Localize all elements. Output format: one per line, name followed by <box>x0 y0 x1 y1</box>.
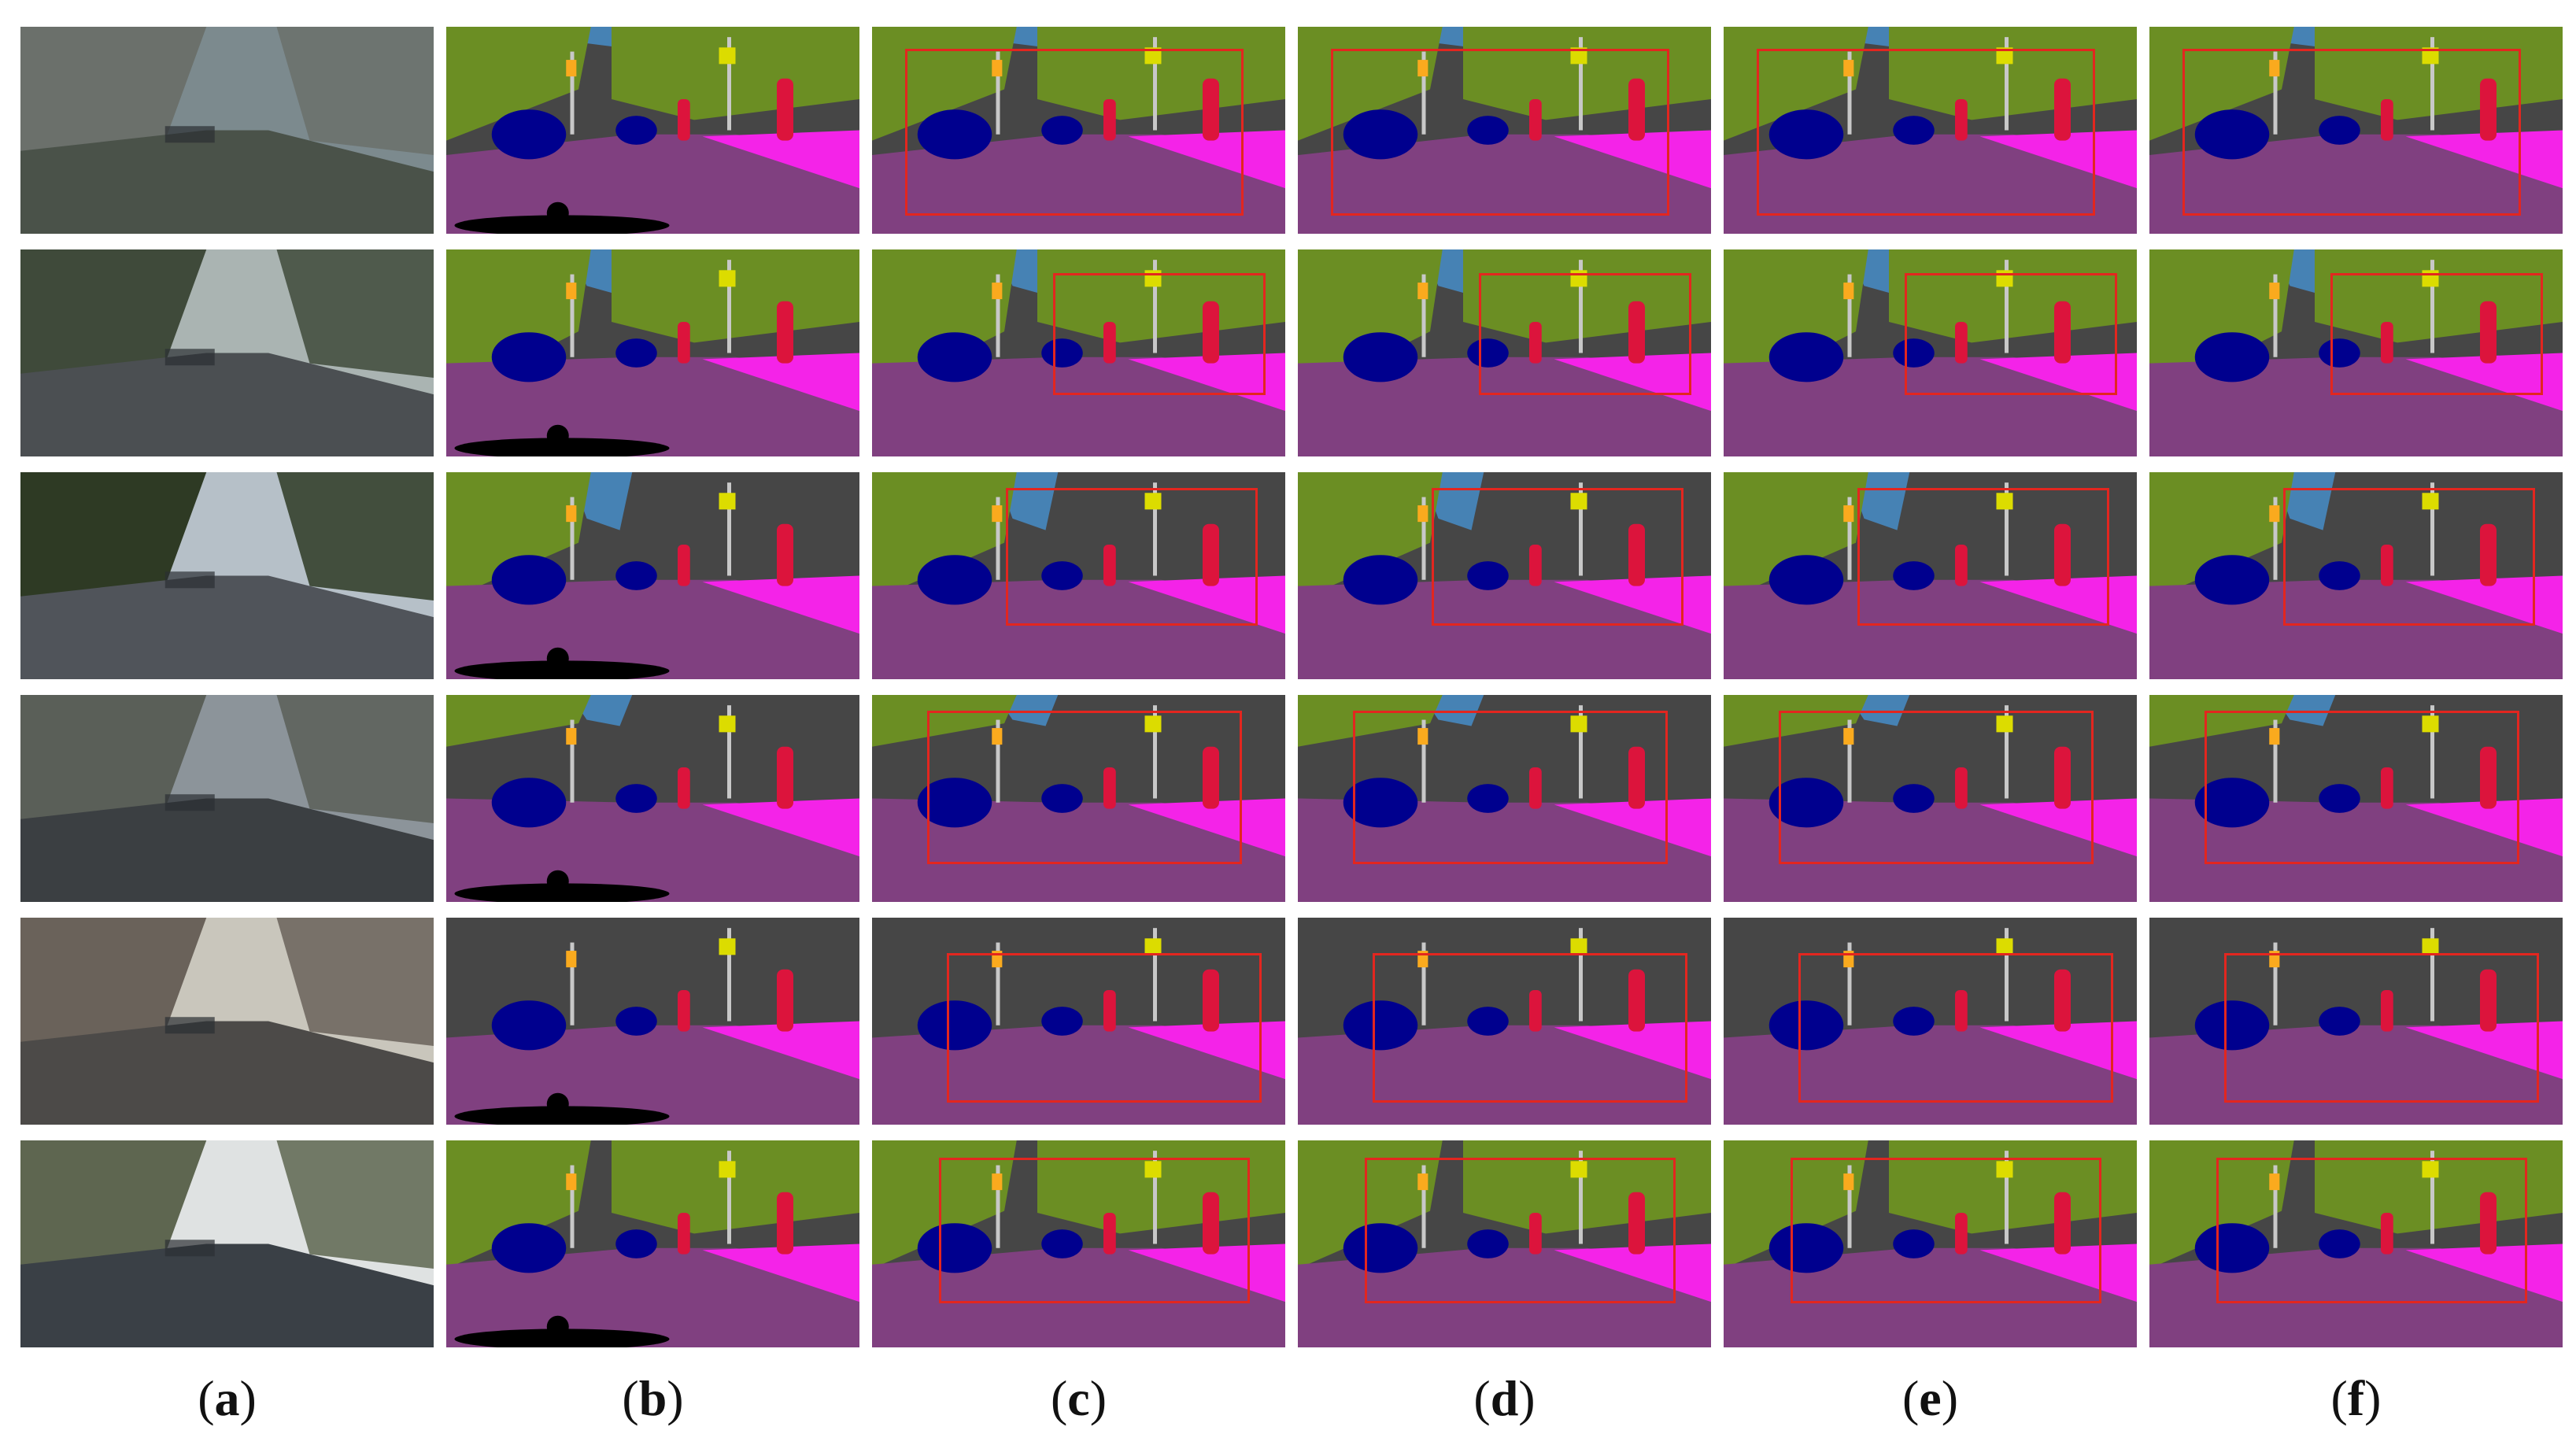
input-image-r3-a <box>20 472 434 679</box>
ground-truth-r3-b <box>446 472 859 679</box>
highlight-box <box>1373 953 1687 1103</box>
prediction-r1-f <box>2149 27 2563 234</box>
highlight-box <box>1757 49 2095 216</box>
highlight-box <box>1791 1158 2101 1303</box>
ground-truth-r4-b <box>446 695 859 902</box>
highlight-box <box>1365 1158 1676 1303</box>
prediction-r6-c <box>872 1140 1285 1347</box>
ground-truth-r6-b <box>446 1140 859 1347</box>
label-e: (e) <box>1902 1370 1959 1426</box>
highlight-box <box>2330 273 2543 395</box>
prediction-r6-d <box>1298 1140 1711 1347</box>
prediction-r2-c <box>872 249 1285 456</box>
prediction-r4-c <box>872 695 1285 902</box>
highlight-box <box>1432 488 1683 626</box>
prediction-r3-d <box>1298 472 1711 679</box>
prediction-r6-e <box>1724 1140 2137 1347</box>
prediction-r1-e <box>1724 27 2137 234</box>
ground-truth-r1-b <box>446 27 859 234</box>
label-b: (b) <box>622 1370 684 1426</box>
highlight-box <box>2283 488 2535 626</box>
prediction-r3-e <box>1724 472 2137 679</box>
column-labels: (a) (b) (c) (d) (e) (f) <box>20 1369 2563 1440</box>
highlight-box <box>2216 1158 2527 1303</box>
prediction-r5-d <box>1298 918 1711 1125</box>
highlight-box <box>905 49 1244 216</box>
highlight-box <box>1905 273 2117 395</box>
prediction-r2-f <box>2149 249 2563 456</box>
highlight-box <box>2182 49 2521 216</box>
input-image-r6-a <box>20 1140 434 1347</box>
highlight-box <box>1053 273 1266 395</box>
highlight-box <box>1779 711 2094 864</box>
prediction-r4-e <box>1724 695 2137 902</box>
prediction-r6-f <box>2149 1140 2563 1347</box>
ground-truth-r5-b <box>446 918 859 1125</box>
prediction-r5-f <box>2149 918 2563 1125</box>
highlight-box <box>1006 488 1258 626</box>
highlight-box <box>2205 711 2519 864</box>
label-c: (c) <box>1050 1370 1107 1426</box>
highlight-box <box>939 1158 1250 1303</box>
figure-grid <box>20 27 2563 1349</box>
prediction-r2-d <box>1298 249 1711 456</box>
input-image-r4-a <box>20 695 434 902</box>
highlight-box <box>1331 49 1669 216</box>
highlight-box <box>947 953 1262 1103</box>
prediction-r1-c <box>872 27 1285 234</box>
highlight-box <box>2224 953 2539 1103</box>
prediction-r2-e <box>1724 249 2137 456</box>
label-a: (a) <box>198 1370 257 1426</box>
highlight-box <box>1798 953 2113 1103</box>
input-image-r5-a <box>20 918 434 1125</box>
prediction-r5-c <box>872 918 1285 1125</box>
prediction-r4-f <box>2149 695 2563 902</box>
prediction-r1-d <box>1298 27 1711 234</box>
label-d: (d) <box>1473 1370 1536 1426</box>
prediction-r3-c <box>872 472 1285 679</box>
input-image-r2-a <box>20 249 434 456</box>
highlight-box <box>927 711 1242 864</box>
highlight-box <box>1479 273 1691 395</box>
highlight-box <box>1353 711 1668 864</box>
prediction-r3-f <box>2149 472 2563 679</box>
prediction-r5-e <box>1724 918 2137 1125</box>
highlight-box <box>1857 488 2109 626</box>
label-f: (f) <box>2330 1370 2382 1426</box>
prediction-r4-d <box>1298 695 1711 902</box>
input-image-r1-a <box>20 27 434 234</box>
ground-truth-r2-b <box>446 249 859 456</box>
